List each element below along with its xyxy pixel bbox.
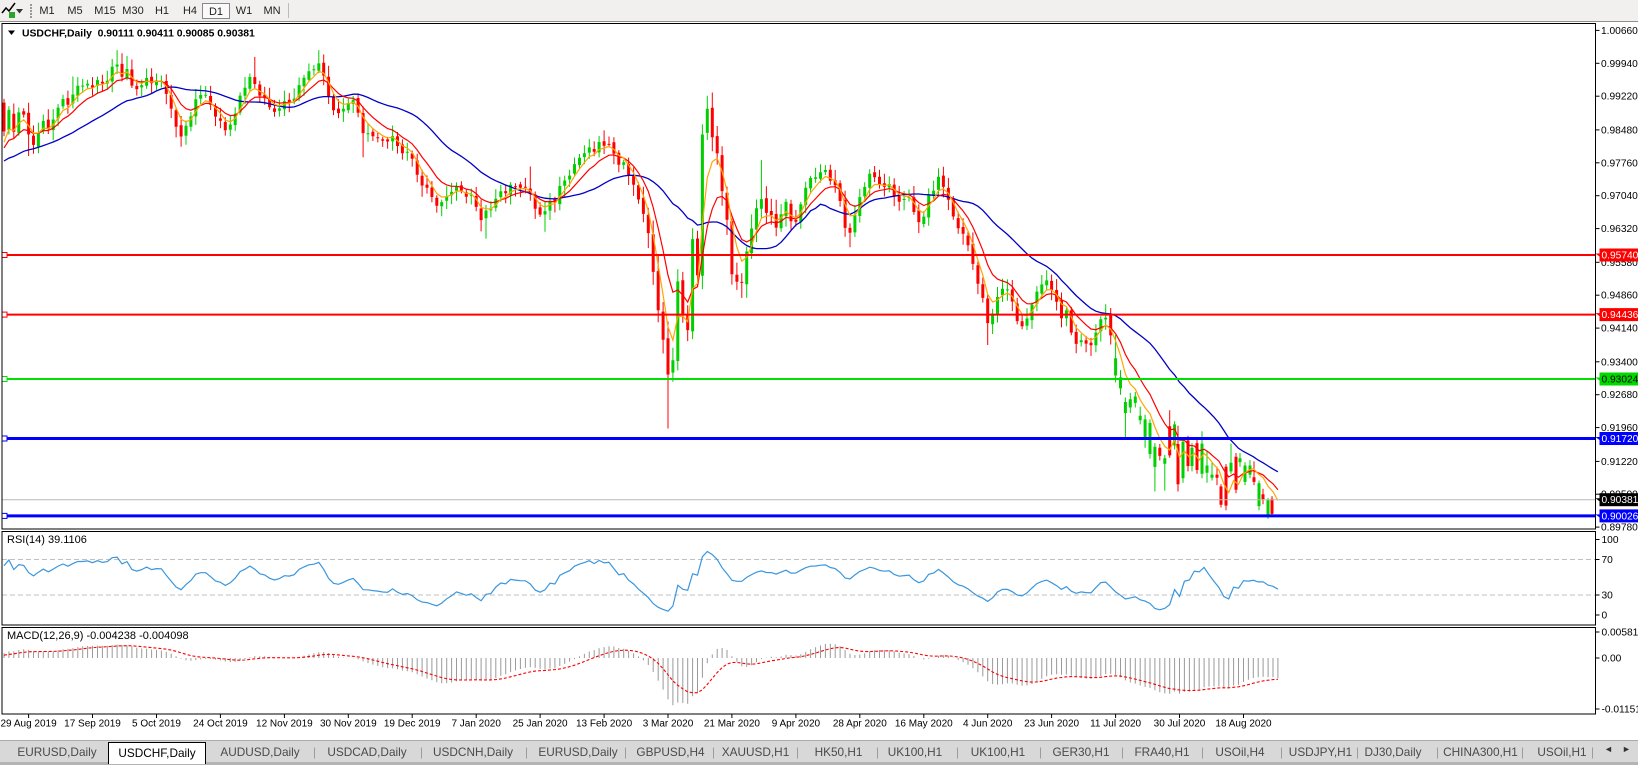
svg-text:16 May 2020: 16 May 2020 bbox=[895, 719, 953, 730]
svg-text:30 Jul 2020: 30 Jul 2020 bbox=[1154, 719, 1206, 730]
svg-text:MACD(12,26,9) -0.004238 -0.004: MACD(12,26,9) -0.004238 -0.004098 bbox=[7, 630, 189, 642]
svg-text:0.97040: 0.97040 bbox=[1601, 191, 1638, 202]
svg-text:5 Oct 2019: 5 Oct 2019 bbox=[132, 719, 181, 730]
svg-text:0.89780: 0.89780 bbox=[1601, 523, 1638, 534]
svg-text:9 Apr 2020: 9 Apr 2020 bbox=[772, 719, 821, 730]
svg-text:7 Jan 2020: 7 Jan 2020 bbox=[451, 719, 501, 730]
svg-text:0.95580: 0.95580 bbox=[1601, 258, 1638, 269]
svg-text:0.94860: 0.94860 bbox=[1601, 291, 1638, 302]
svg-text:0.91220: 0.91220 bbox=[1601, 457, 1638, 468]
svg-text:0.90381: 0.90381 bbox=[1602, 495, 1638, 506]
svg-text:-0.011514: -0.011514 bbox=[1602, 705, 1638, 716]
svg-text:0.91720: 0.91720 bbox=[1602, 434, 1638, 445]
svg-text:19 Dec 2019: 19 Dec 2019 bbox=[384, 719, 441, 730]
svg-text:0.94436: 0.94436 bbox=[1602, 310, 1638, 321]
svg-text:30: 30 bbox=[1602, 591, 1614, 602]
svg-text:100: 100 bbox=[1602, 535, 1619, 546]
svg-text:23 Jun 2020: 23 Jun 2020 bbox=[1024, 719, 1079, 730]
svg-text:0.90026: 0.90026 bbox=[1602, 511, 1638, 522]
svg-text:0.92680: 0.92680 bbox=[1601, 390, 1638, 401]
svg-text:18 Aug 2020: 18 Aug 2020 bbox=[1215, 719, 1272, 730]
svg-text:17 Sep 2019: 17 Sep 2019 bbox=[64, 719, 121, 730]
svg-text:70: 70 bbox=[1602, 555, 1614, 566]
svg-text:0.95740: 0.95740 bbox=[1602, 251, 1638, 262]
svg-text:1.00660: 1.00660 bbox=[1601, 26, 1638, 37]
svg-text:4 Jun 2020: 4 Jun 2020 bbox=[963, 719, 1013, 730]
svg-text:0.00: 0.00 bbox=[1602, 654, 1622, 665]
svg-text:0.99940: 0.99940 bbox=[1601, 59, 1638, 70]
svg-text:0.005818: 0.005818 bbox=[1602, 628, 1638, 639]
svg-text:0: 0 bbox=[1602, 611, 1608, 622]
svg-text:0.91960: 0.91960 bbox=[1601, 423, 1638, 434]
svg-text:0.97760: 0.97760 bbox=[1601, 158, 1638, 169]
svg-text:0.99220: 0.99220 bbox=[1601, 92, 1638, 103]
svg-text:21 Mar 2020: 21 Mar 2020 bbox=[704, 719, 761, 730]
svg-text:0.96320: 0.96320 bbox=[1601, 224, 1638, 235]
svg-text:0.94140: 0.94140 bbox=[1601, 324, 1638, 335]
svg-text:USDCHF,Daily 0.90111 0.90411: USDCHF,Daily 0.90111 0.90411 0.90085 0.9… bbox=[22, 28, 255, 39]
svg-text:0.93024: 0.93024 bbox=[1602, 375, 1638, 386]
svg-text:3 Mar 2020: 3 Mar 2020 bbox=[643, 719, 694, 730]
svg-text:12 Nov 2019: 12 Nov 2019 bbox=[256, 719, 313, 730]
svg-text:0.98480: 0.98480 bbox=[1601, 125, 1638, 136]
svg-text:28 Apr 2020: 28 Apr 2020 bbox=[833, 719, 887, 730]
svg-text:11 Jul 2020: 11 Jul 2020 bbox=[1090, 719, 1141, 730]
svg-text:RSI(14) 39.1106: RSI(14) 39.1106 bbox=[7, 534, 87, 546]
svg-text:25 Jan 2020: 25 Jan 2020 bbox=[513, 719, 568, 730]
svg-text:30 Nov 2019: 30 Nov 2019 bbox=[320, 719, 377, 730]
svg-text:29 Aug 2019: 29 Aug 2019 bbox=[1, 719, 58, 730]
svg-text:13 Feb 2020: 13 Feb 2020 bbox=[576, 719, 633, 730]
svg-text:24 Oct 2019: 24 Oct 2019 bbox=[193, 719, 248, 730]
svg-text:0.93400: 0.93400 bbox=[1601, 357, 1638, 368]
